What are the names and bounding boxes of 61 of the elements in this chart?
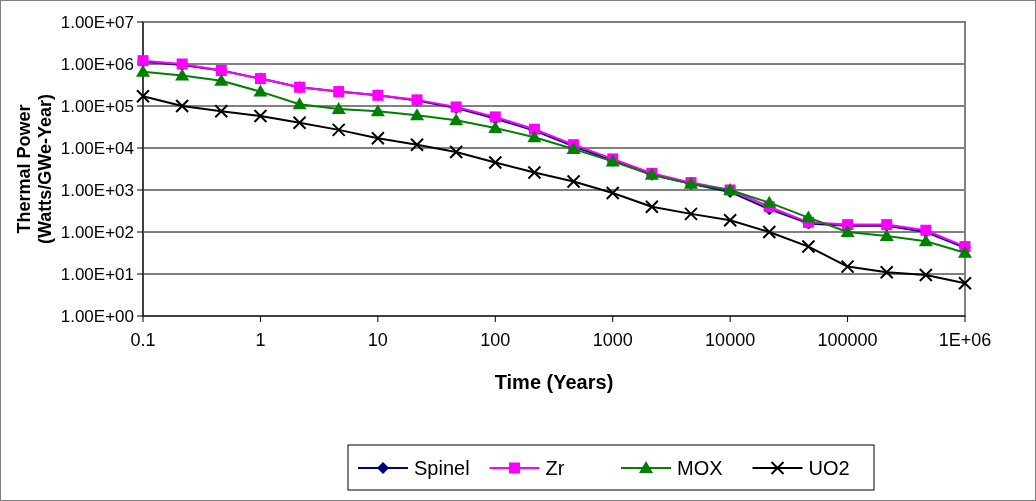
- point: [566, 174, 581, 189]
- point: [723, 213, 738, 228]
- y-tick-label: 1.00E+07: [60, 12, 134, 32]
- point: [958, 245, 972, 258]
- point: [292, 115, 307, 130]
- point: [644, 199, 659, 214]
- x-tick-label: 1: [255, 330, 266, 350]
- point: [410, 108, 424, 121]
- x-tick-label: 1000: [592, 330, 633, 350]
- point: [527, 165, 542, 180]
- point: [527, 130, 542, 143]
- point: [214, 104, 229, 119]
- y-tick-label: 1.00E+05: [60, 96, 134, 116]
- point: [801, 239, 816, 254]
- x-axis-title: Time (Years): [494, 371, 614, 393]
- y-tick-label: 1.00E+06: [60, 54, 134, 74]
- x-tick-label: 100000: [817, 330, 878, 350]
- point: [762, 225, 777, 239]
- point: [488, 155, 503, 170]
- point: [449, 145, 464, 160]
- point: [253, 108, 268, 123]
- point: [958, 276, 972, 291]
- x-tick-label: 10000: [705, 330, 756, 350]
- legend-label: Spinel: [414, 457, 470, 479]
- point: [762, 195, 777, 208]
- x-tick-label: 10: [367, 330, 388, 350]
- y-tick-label: 1.00E+03: [60, 180, 134, 200]
- x-tick-label: 0.1: [130, 330, 156, 350]
- point: [801, 210, 816, 223]
- legend-label: Zr: [545, 457, 565, 479]
- point: [175, 99, 190, 113]
- point: [370, 131, 385, 146]
- point: [214, 73, 229, 86]
- point: [488, 120, 503, 133]
- point: [918, 234, 933, 247]
- y-tick-label: 1.00E+02: [60, 222, 134, 242]
- point: [684, 206, 698, 221]
- legend-label: MOX: [677, 457, 723, 479]
- point: [175, 68, 190, 81]
- x-tick-label: 100: [480, 330, 511, 350]
- y-tick-label: 1.00E+00: [60, 306, 134, 326]
- legend-label: UO2: [808, 457, 850, 479]
- point: [253, 84, 268, 97]
- point: [136, 89, 150, 104]
- point: [136, 64, 150, 77]
- x-tick-label: 1E+06: [938, 330, 992, 350]
- point: [918, 267, 933, 282]
- y-tick-label: 1.00E+04: [60, 138, 134, 158]
- y-axis-title: Thermal Power (Watts/GWe-Year): [14, 93, 55, 245]
- point: [449, 113, 464, 126]
- point: [331, 101, 346, 114]
- point: [840, 259, 855, 274]
- point: [370, 104, 385, 117]
- point: [879, 229, 894, 242]
- point: [331, 122, 346, 137]
- y-tick-label: 1.00E+01: [60, 264, 134, 284]
- point: [605, 185, 620, 200]
- point: [292, 97, 307, 110]
- point: [840, 225, 855, 237]
- point: [879, 265, 894, 280]
- point: [410, 137, 424, 152]
